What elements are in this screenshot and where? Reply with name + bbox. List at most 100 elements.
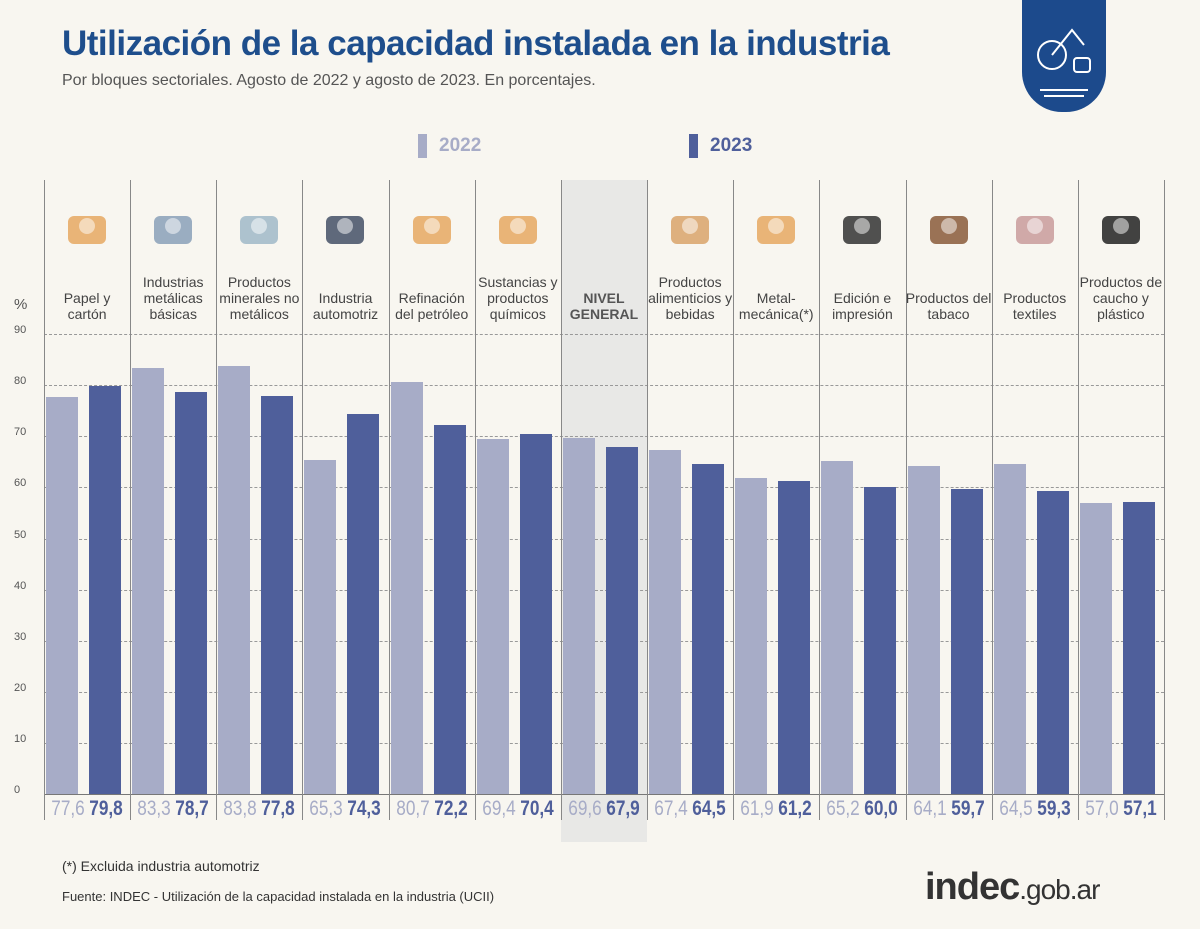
value-label-2022: 69,4	[481, 797, 516, 820]
legend-swatch-2023	[689, 134, 698, 158]
pipe-cigarette-icon	[926, 200, 972, 254]
value-label-2023: 78,7	[175, 797, 209, 820]
value-label-2023: 60,0	[864, 797, 899, 820]
bar-2022	[46, 397, 78, 794]
car-icon	[322, 200, 368, 254]
value-label-2022: 83,8	[223, 797, 258, 820]
bar-2023	[864, 487, 897, 794]
bar-2023	[261, 396, 294, 794]
bar-2023	[89, 386, 121, 794]
category-label: Industrias metálicas básicas	[142, 274, 204, 322]
value-label-2022: 69,6	[568, 797, 602, 820]
column-divider	[130, 180, 132, 820]
value-label-2022: 83,3	[137, 797, 171, 820]
value-label-2022: 77,6	[51, 797, 85, 820]
column-divider	[560, 180, 562, 820]
value-label-2023: 61,2	[778, 797, 812, 820]
gridline	[44, 334, 1164, 336]
indec-brand-logo: indec.gob.ar	[925, 866, 1100, 909]
gridline	[44, 385, 1164, 387]
gridline	[44, 436, 1164, 438]
baseline	[44, 794, 1164, 795]
cement-mixer-icon	[236, 200, 282, 254]
y-tick-label: 10	[14, 732, 27, 745]
category-label: Productos minerales no metálicos	[219, 274, 300, 322]
printing-rolls-icon	[839, 200, 885, 254]
chart-subtitle: Por bloques sectoriales. Agosto de 2022 …	[62, 72, 596, 89]
bar-2023	[347, 414, 380, 794]
gridline	[44, 640, 1164, 642]
bar-2022	[218, 365, 251, 794]
footnote: (*) Excluida industria automotriz	[62, 858, 260, 874]
y-tick-label: 70	[14, 426, 27, 439]
value-label-2023: 64,5	[692, 797, 726, 820]
value-label-2023: 59,3	[1036, 797, 1071, 820]
refinery-icon	[409, 200, 455, 254]
column-divider	[1077, 180, 1079, 820]
value-label-2023: 59,7	[950, 797, 985, 820]
bar-2022	[907, 466, 940, 794]
category-label: Productos alimenticios y bebidas	[648, 274, 733, 322]
gears-icon	[753, 200, 799, 254]
brand-main: indec	[925, 866, 1020, 908]
value-label-2022: 57,0	[1085, 797, 1119, 820]
gridline	[44, 691, 1164, 693]
bar-2023	[778, 481, 811, 794]
bar-2022	[390, 381, 423, 794]
column-divider	[1163, 180, 1165, 820]
category-label: Productos de caucho y plástico	[1079, 274, 1163, 322]
gridline	[44, 538, 1164, 540]
source: Fuente: INDEC - Utilización de la capaci…	[62, 889, 495, 904]
value-label-2023: 70,4	[519, 797, 554, 820]
y-tick-label: 50	[14, 528, 27, 541]
chart-title: Utilización de la capacidad instalada en…	[62, 24, 890, 63]
column-divider	[44, 180, 45, 820]
column-divider	[216, 180, 218, 820]
bar-2022	[1079, 502, 1112, 794]
column-divider	[819, 180, 821, 820]
value-label-2022: 67,4	[654, 797, 688, 820]
gridline	[44, 589, 1164, 591]
bar-2023	[1122, 502, 1155, 794]
steel-coil-icon	[150, 200, 196, 254]
y-tick-label: 90	[14, 324, 27, 337]
y-tick-label: 80	[14, 375, 27, 388]
bar-2023	[950, 488, 983, 794]
value-label-2022: 61,9	[740, 797, 774, 820]
y-tick-label: 60	[14, 477, 27, 490]
bar-2023	[1036, 490, 1069, 794]
value-label-2023: 57,1	[1123, 797, 1157, 820]
column-divider	[474, 180, 476, 820]
bar-2022	[132, 368, 165, 794]
category-label: Metal-mecánica(*)	[738, 290, 814, 322]
bar-2022	[476, 439, 509, 794]
value-label-2022: 64,5	[998, 797, 1033, 820]
category-label: Papel y cartón	[63, 290, 111, 322]
gridline	[44, 742, 1164, 744]
y-tick-label: 20	[14, 681, 27, 694]
y-tick-label: 30	[14, 630, 27, 643]
value-label-2023: 74,3	[347, 797, 382, 820]
category-label: Industria automotriz	[312, 290, 379, 322]
column-divider	[905, 180, 907, 820]
bar-2022	[821, 460, 854, 794]
column-divider	[388, 180, 390, 820]
category-label: Edición e impresión	[832, 290, 893, 322]
value-label-2022: 64,1	[912, 797, 947, 820]
bar-2022	[735, 477, 768, 794]
value-label-2022: 65,3	[309, 797, 344, 820]
category-label: Productos del tabaco	[905, 290, 992, 322]
gridline	[44, 487, 1164, 489]
bar-2022	[649, 449, 682, 794]
column-divider	[991, 180, 993, 820]
y-tick-label: 40	[14, 579, 27, 592]
legend-label-2023: 2023	[710, 135, 753, 156]
bar-2023	[692, 464, 725, 794]
category-label: NIVEL GENERAL	[569, 290, 639, 322]
bar-2022	[304, 460, 337, 794]
column-divider	[647, 180, 649, 820]
legend-label-2022: 2022	[439, 135, 482, 156]
legend-2022: 2022	[418, 134, 481, 158]
value-label-2023: 79,8	[89, 797, 123, 820]
